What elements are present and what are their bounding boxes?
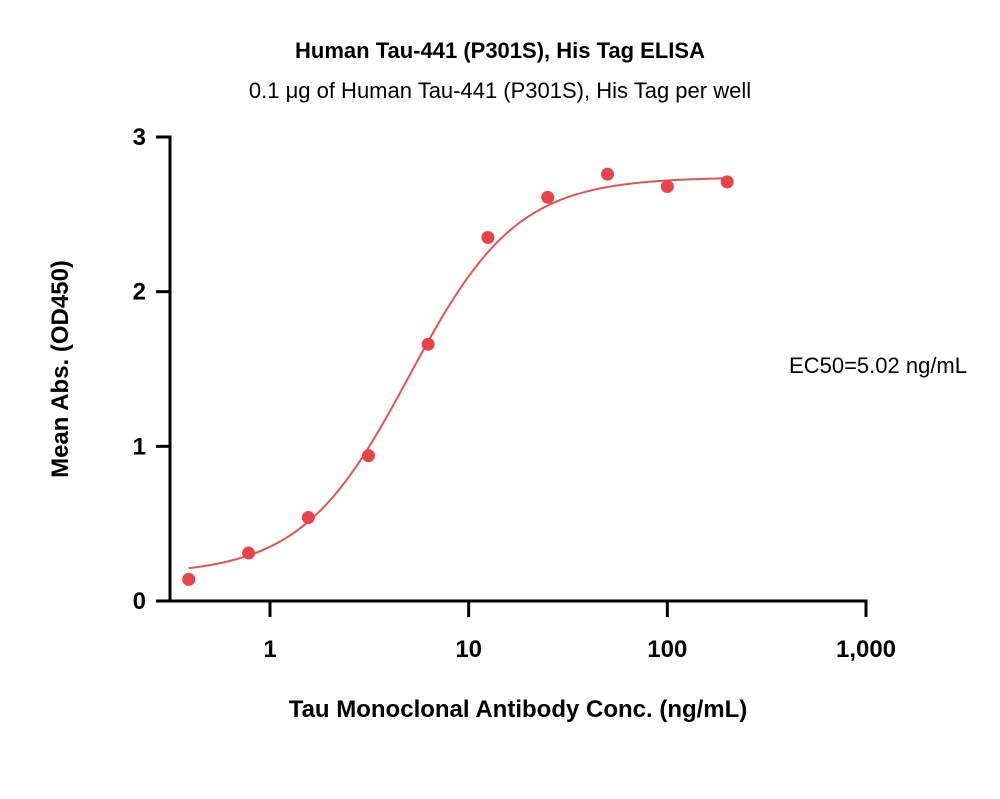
x-ticks: 1 10 100 1,000: [263, 601, 896, 663]
x-tick-label: 1: [263, 636, 276, 663]
y-ticks: 0 1 2 3: [133, 124, 170, 615]
data-point: [301, 510, 315, 524]
data-point: [541, 190, 555, 204]
data-point: [242, 546, 256, 560]
chart-subtitle: 0.1 μg of Human Tau-441 (P301S), His Tag…: [248, 78, 752, 103]
chart-title: Human Tau-441 (P301S), His Tag ELISA: [295, 38, 705, 63]
data-point: [720, 175, 734, 189]
fit-curve: [188, 177, 728, 570]
x-axis-label: Tau Monoclonal Antibody Conc. (ng/mL): [289, 696, 748, 723]
y-tick-label: 1: [133, 433, 146, 460]
data-point: [601, 167, 615, 181]
y-tick-label: 0: [133, 588, 146, 615]
data-point: [660, 179, 674, 193]
data-point: [481, 231, 495, 245]
y-tick-label: 2: [133, 279, 146, 306]
x-tick-label: 10: [455, 636, 482, 663]
data-point: [421, 337, 435, 351]
x-tick-label: 100: [647, 636, 687, 663]
y-tick-label: 3: [133, 124, 146, 151]
data-point: [361, 449, 375, 463]
y-axis-label: Mean Abs. (OD450): [47, 260, 74, 478]
x-tick-label: 1,000: [836, 636, 896, 663]
axes: [168, 135, 868, 603]
ec50-annotation: EC50=5.02 ng/mL: [789, 353, 967, 378]
data-point: [182, 572, 196, 586]
data-points: [182, 167, 734, 586]
